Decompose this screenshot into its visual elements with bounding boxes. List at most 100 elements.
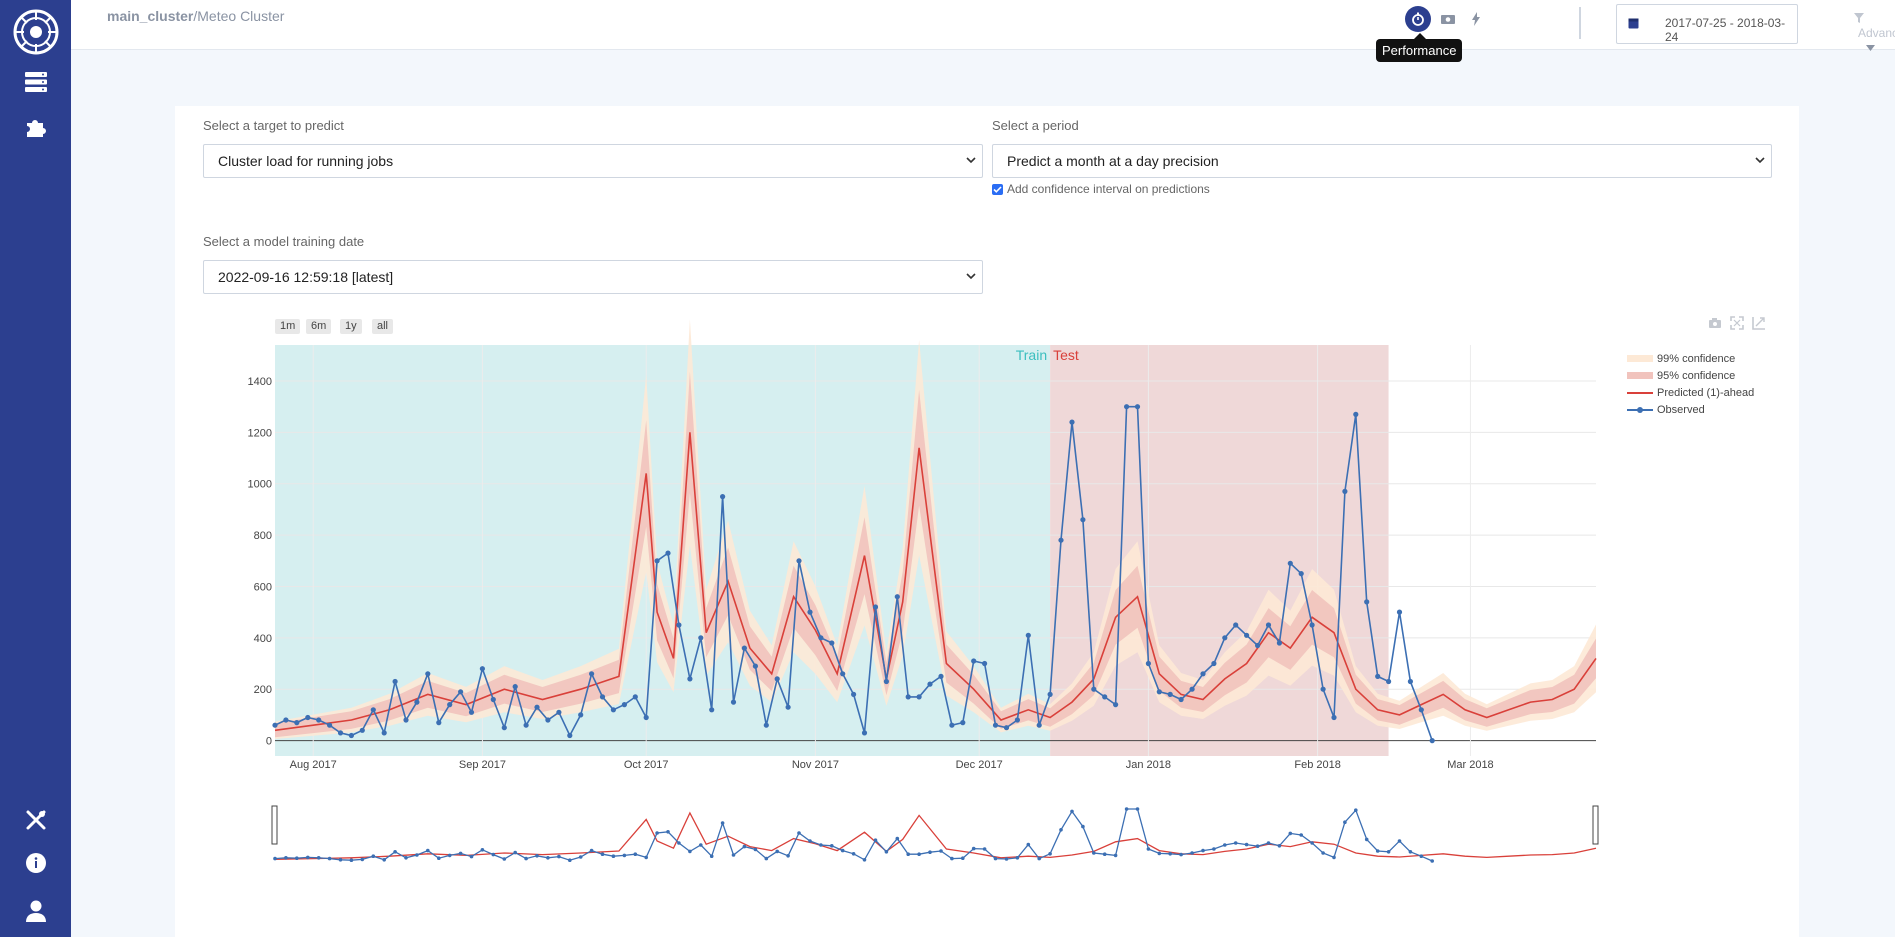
range-observed-point xyxy=(666,830,670,834)
autoscale-icon[interactable] xyxy=(1730,316,1744,330)
range-observed-point xyxy=(1146,847,1151,851)
observed-point xyxy=(709,707,715,713)
legend-item-predicted[interactable]: Predicted (1)-ahead xyxy=(1627,384,1754,401)
range-observed-point xyxy=(338,858,343,862)
legend-label: 95% confidence xyxy=(1657,369,1736,382)
observed-point xyxy=(851,691,857,698)
range-observed-point xyxy=(382,858,387,862)
x-tick-label: Mar 2018 xyxy=(1447,759,1493,771)
advanced-filter[interactable]: Advanced xyxy=(1854,12,1895,54)
range-observed-point xyxy=(1048,852,1052,856)
observed-point xyxy=(829,640,835,646)
range-observed-point xyxy=(1343,820,1347,824)
observed-point xyxy=(1353,411,1359,417)
range-observed-point xyxy=(1408,850,1413,854)
observed-point xyxy=(1134,404,1141,410)
observed-point xyxy=(1298,571,1304,577)
observed-point xyxy=(523,722,529,728)
confidence-95-band xyxy=(275,371,1596,738)
legend-label: Observed xyxy=(1657,403,1705,416)
range-observed-point xyxy=(1168,852,1172,856)
range-observed-point xyxy=(688,849,692,854)
range-observed-point xyxy=(1430,859,1434,863)
range-button-all[interactable]: all xyxy=(372,319,394,334)
info-icon[interactable] xyxy=(0,852,71,874)
range-observed-point xyxy=(786,854,790,858)
legend-item-99[interactable]: 99% confidence xyxy=(1627,350,1754,367)
reset-axes-icon[interactable] xyxy=(1752,316,1766,330)
range-observed-point xyxy=(1419,854,1424,858)
observed-point xyxy=(872,604,879,610)
confidence-option[interactable]: Add confidence interval on predictions xyxy=(992,182,1210,196)
camera-icon[interactable] xyxy=(1708,317,1722,329)
range-button-1y[interactable]: 1y xyxy=(340,319,362,334)
range-observed-point xyxy=(622,853,627,858)
range-observed-point xyxy=(491,852,496,857)
training-select[interactable]: 2022-09-16 12:59:18 [latest] xyxy=(203,260,983,294)
chevron-down-icon xyxy=(966,157,976,164)
confidence-checkbox[interactable] xyxy=(992,183,1003,195)
range-observed-point xyxy=(1102,852,1107,856)
observed-point xyxy=(348,732,354,739)
range-observed-point xyxy=(993,856,998,861)
server-icon[interactable] xyxy=(0,71,71,93)
range-handle-right[interactable] xyxy=(1592,805,1599,845)
range-observed-point xyxy=(306,855,310,860)
observed-point xyxy=(1375,673,1381,680)
observed-point xyxy=(578,712,584,718)
range-observed-point xyxy=(851,852,856,856)
observed-point xyxy=(556,709,562,715)
observed-point xyxy=(796,558,802,564)
breadcrumb-name: Meteo Cluster xyxy=(197,8,285,24)
range-observed-point xyxy=(1092,851,1096,855)
legend-item-95[interactable]: 95% confidence xyxy=(1627,367,1754,384)
observed-point xyxy=(403,717,409,723)
range-observed-point xyxy=(884,850,889,854)
range-button-6m[interactable]: 6m xyxy=(306,319,332,334)
period-value: Predict a month at a day precision xyxy=(1007,153,1219,169)
observed-point xyxy=(567,732,573,739)
range-button-1m[interactable]: 1m xyxy=(275,319,301,334)
range-observed-point xyxy=(797,831,801,835)
range-observed-point xyxy=(655,831,659,835)
user-icon[interactable] xyxy=(0,899,71,923)
observed-point xyxy=(1244,632,1250,638)
energy-button[interactable] xyxy=(1463,6,1489,32)
period-select[interactable]: Predict a month at a day precision xyxy=(992,144,1772,178)
observed-point xyxy=(1364,599,1370,605)
y-tick-label: 600 xyxy=(254,581,272,593)
observed-point xyxy=(741,645,748,651)
observed-point xyxy=(599,694,606,700)
range-observed-point xyxy=(578,855,583,859)
target-select[interactable]: Cluster load for running jobs xyxy=(203,144,983,178)
range-observed-point xyxy=(1059,828,1063,832)
range-observed-point xyxy=(906,852,910,856)
x-tick-label: Oct 2017 xyxy=(624,759,669,771)
range-observed-point xyxy=(1179,852,1183,857)
tools-icon[interactable] xyxy=(0,808,71,832)
range-observed-point xyxy=(1375,849,1380,853)
range-observed-point xyxy=(469,854,474,859)
observed-point xyxy=(545,717,551,723)
chevron-down-icon xyxy=(966,273,976,280)
observed-point xyxy=(1091,686,1097,692)
performance-button[interactable] xyxy=(1405,6,1431,32)
breadcrumb-cluster[interactable]: main_cluster xyxy=(107,8,194,24)
observed-point xyxy=(960,720,966,726)
observed-point xyxy=(632,694,638,700)
range-observed-point xyxy=(447,853,452,858)
observed-point xyxy=(305,714,311,721)
legend-item-observed[interactable]: Observed xyxy=(1627,401,1754,418)
region-label-train: Train xyxy=(1016,347,1047,363)
logo-icon[interactable] xyxy=(0,8,71,56)
observed-point xyxy=(501,725,507,731)
money-button[interactable] xyxy=(1435,6,1461,32)
range-handle-left[interactable] xyxy=(271,805,278,845)
date-range-picker[interactable]: 2017-07-25 - 2018-03-24 xyxy=(1616,4,1798,44)
range-observed-point xyxy=(1135,807,1140,811)
observed-point xyxy=(1331,714,1337,721)
observed-point xyxy=(883,678,890,685)
range-observed-point xyxy=(1354,808,1358,812)
puzzle-icon[interactable] xyxy=(0,115,71,139)
